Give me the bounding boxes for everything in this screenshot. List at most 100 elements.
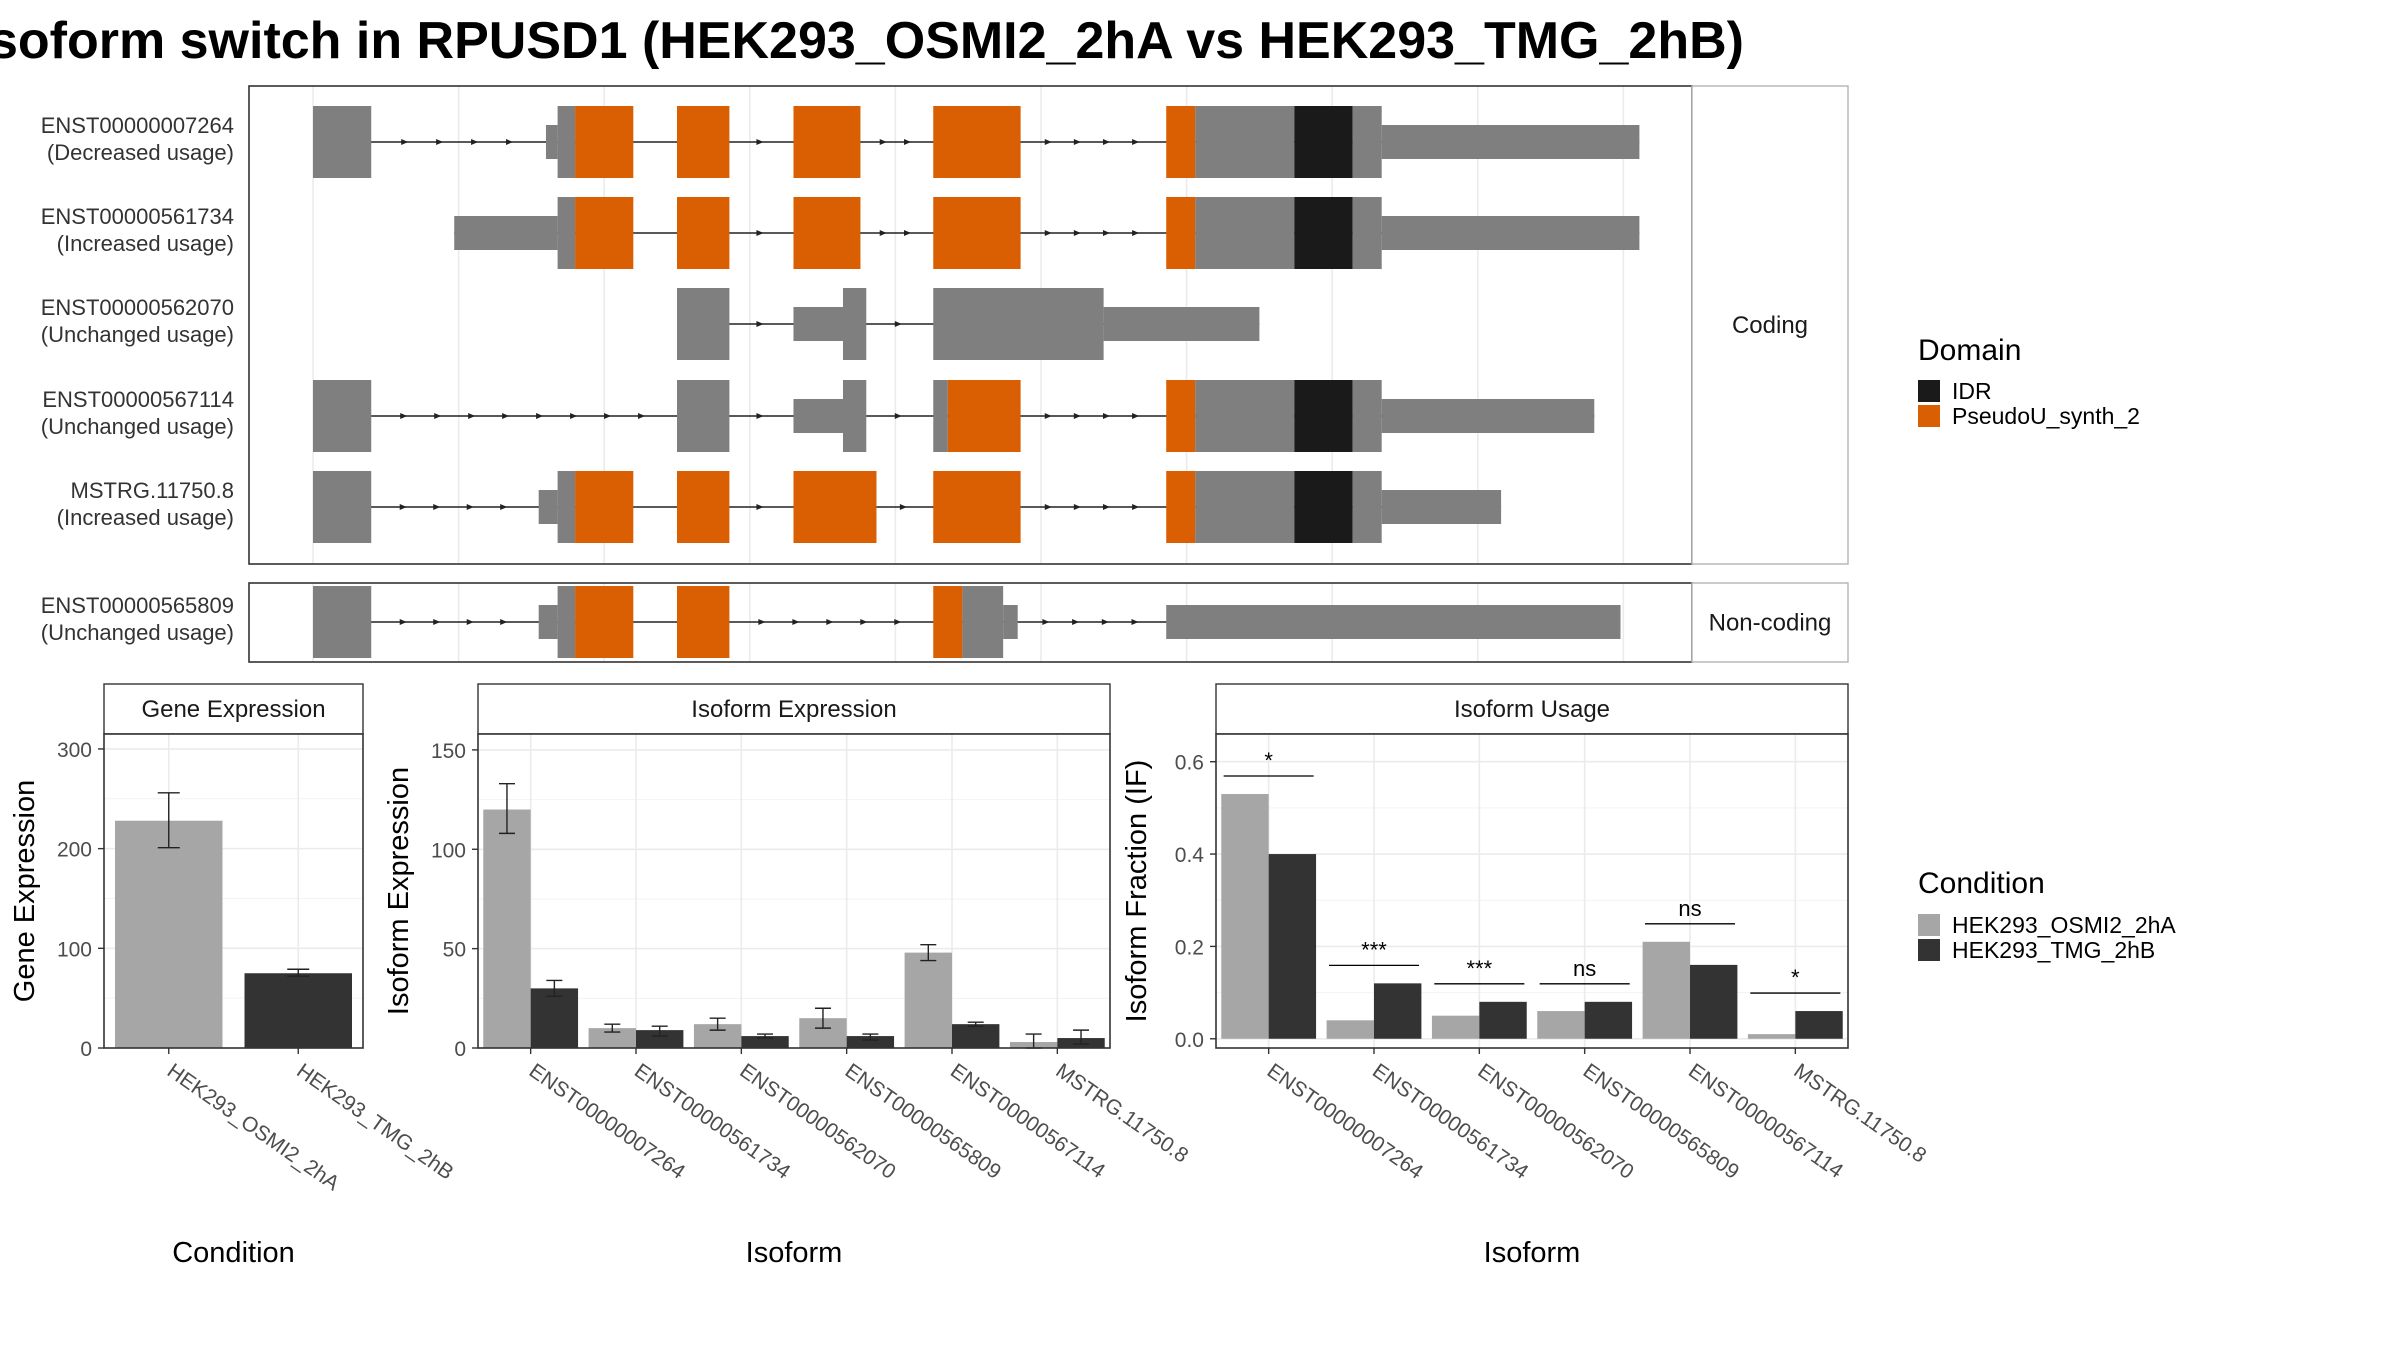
intron-arrow-icon bbox=[502, 413, 510, 419]
y-tick-label: 0.0 bbox=[1175, 1029, 1204, 1052]
figure-title: Gene isoform switch in RPUSD1 (HEK293_OS… bbox=[0, 12, 1744, 70]
significance-label: * bbox=[1791, 965, 1800, 990]
intron-arrow-icon bbox=[471, 139, 479, 145]
intron-arrow-icon bbox=[756, 504, 764, 510]
intron-arrow-icon bbox=[1102, 139, 1110, 145]
utr-exon bbox=[1166, 605, 1621, 639]
panel-strip bbox=[477, 683, 1111, 735]
intron-arrow-icon bbox=[894, 413, 902, 419]
intron-arrow-icon bbox=[756, 321, 764, 327]
y-tick-label: 0.2 bbox=[1175, 936, 1204, 959]
coding-exon bbox=[313, 106, 372, 178]
intron-arrow-icon bbox=[899, 504, 907, 510]
intron-arrow-icon bbox=[399, 619, 407, 625]
pseudou-domain-exon bbox=[677, 106, 730, 178]
bar bbox=[693, 1024, 742, 1048]
transcript-row bbox=[313, 471, 1502, 543]
intron-arrow-icon bbox=[758, 619, 766, 625]
transcript-id-label: ENST00000561734 bbox=[41, 204, 234, 229]
utr-exon bbox=[1003, 605, 1018, 639]
intron-arrow-icon bbox=[1131, 619, 1139, 625]
coding-exon bbox=[1195, 380, 1295, 452]
coding-exon bbox=[557, 106, 576, 178]
intron-arrow-icon bbox=[826, 619, 834, 625]
intron-arrow-icon bbox=[1044, 139, 1052, 145]
condition-legend-label: HEK293_OSMI2_2hA bbox=[1952, 912, 2176, 938]
coding-exon bbox=[557, 197, 576, 269]
transcript-row bbox=[313, 106, 1640, 178]
intron-arrow-icon bbox=[1044, 230, 1052, 236]
pseudou-domain-exon bbox=[933, 471, 1021, 543]
coding-exon bbox=[557, 471, 576, 543]
panel-title: Isoform Usage bbox=[1454, 696, 1610, 723]
intron-arrow-icon bbox=[401, 139, 409, 145]
utr-exon bbox=[454, 216, 558, 250]
y-tick-label: 150 bbox=[431, 740, 466, 763]
utr-exon bbox=[545, 125, 558, 159]
transcript-id-label: ENST00000567114 bbox=[42, 387, 234, 412]
intron-arrow-icon bbox=[903, 139, 911, 145]
intron-arrow-icon bbox=[500, 619, 508, 625]
x-axis-title: Isoform bbox=[746, 1237, 843, 1269]
transcript-usage-label: (Unchanged usage) bbox=[41, 620, 234, 645]
plot-bg bbox=[478, 734, 1110, 1048]
intron-arrow-icon bbox=[756, 413, 764, 419]
intron-arrow-icon bbox=[756, 139, 764, 145]
legend-swatch bbox=[1918, 939, 1940, 961]
pseudou-domain-exon bbox=[793, 471, 877, 543]
y-axis-title: Isoform Fraction (IF) bbox=[1121, 760, 1153, 1023]
intron-arrow-icon bbox=[604, 413, 612, 419]
transcript-usage-label: (Unchanged usage) bbox=[41, 414, 234, 439]
intron-arrow-icon bbox=[1073, 230, 1081, 236]
pseudou-domain-exon bbox=[933, 106, 1021, 178]
idr-domain-exon bbox=[1294, 380, 1353, 452]
facet-strip bbox=[1691, 85, 1849, 565]
plot-border bbox=[477, 733, 1111, 1049]
utr-exon bbox=[793, 307, 843, 341]
bar bbox=[1690, 964, 1738, 1039]
intron-arrow-icon bbox=[638, 413, 646, 419]
domain-legend-label: PseudoU_synth_2 bbox=[1952, 403, 2140, 429]
coding-exon bbox=[1352, 471, 1382, 543]
utr-exon bbox=[1381, 216, 1640, 250]
coding-exon bbox=[1352, 106, 1382, 178]
pseudou-domain-exon bbox=[677, 586, 730, 658]
condition-legend-label: HEK293_TMG_2hB bbox=[1952, 937, 2155, 963]
idr-domain-exon bbox=[1294, 197, 1353, 269]
intron-arrow-icon bbox=[1102, 504, 1110, 510]
panel-strip bbox=[1215, 683, 1849, 735]
intron-arrow-icon bbox=[1132, 413, 1140, 419]
intron-arrow-icon bbox=[436, 139, 444, 145]
intron-arrow-icon bbox=[506, 139, 514, 145]
coding-exon bbox=[1195, 471, 1295, 543]
bar bbox=[1221, 794, 1269, 1039]
intron-arrow-icon bbox=[1101, 619, 1109, 625]
panel-title: Gene Expression bbox=[141, 696, 325, 723]
bar bbox=[483, 809, 531, 1048]
transcript-id-label: ENST00000007264 bbox=[41, 113, 234, 138]
bar bbox=[1537, 1011, 1585, 1039]
bar bbox=[1268, 854, 1317, 1039]
intron-arrow-icon bbox=[860, 619, 868, 625]
y-tick-label: 0.6 bbox=[1175, 752, 1204, 775]
pseudou-domain-exon bbox=[933, 197, 1021, 269]
y-tick-label: 50 bbox=[443, 939, 466, 962]
intron-arrow-icon bbox=[1042, 619, 1050, 625]
bar bbox=[952, 1024, 1000, 1048]
bar bbox=[1374, 983, 1422, 1039]
x-axis-title: Condition bbox=[172, 1237, 295, 1269]
pseudou-domain-exon bbox=[575, 106, 634, 178]
domain-legend-label: IDR bbox=[1952, 378, 1992, 404]
bar bbox=[1431, 1015, 1480, 1039]
intron-arrow-icon bbox=[468, 413, 476, 419]
significance-label: ns bbox=[1573, 956, 1596, 981]
intron-arrow-icon bbox=[792, 619, 800, 625]
transcript-row bbox=[313, 586, 1621, 658]
pseudou-domain-exon bbox=[575, 471, 634, 543]
pseudou-domain-exon bbox=[575, 586, 634, 658]
transcript-row bbox=[313, 380, 1595, 452]
intron-arrow-icon bbox=[1044, 413, 1052, 419]
facet-strip-label: Non-coding bbox=[1709, 610, 1832, 637]
bar bbox=[636, 1030, 684, 1048]
y-axis-title: Isoform Expression bbox=[383, 767, 415, 1015]
